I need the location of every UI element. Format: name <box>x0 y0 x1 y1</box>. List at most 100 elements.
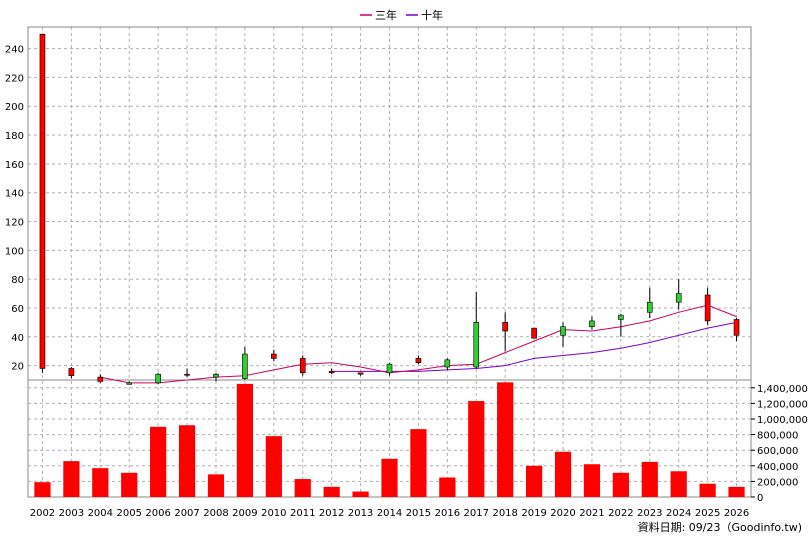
price-tick-label: 60 <box>11 304 24 315</box>
year-tick-label: 2025 <box>695 508 720 519</box>
volume-bar <box>468 401 485 497</box>
candle-body <box>618 314 624 320</box>
year-tick-label: 2011 <box>290 508 315 519</box>
volume-bar <box>583 464 601 497</box>
year-tick-label: 2005 <box>116 508 141 519</box>
price-tick-label: 140 <box>5 189 24 200</box>
ma3-line <box>100 304 737 384</box>
volume-bar <box>352 491 369 497</box>
volume-tick-label: 800,000 <box>757 431 798 442</box>
price-tick-label: 240 <box>5 45 24 56</box>
year-tick-label: 2021 <box>579 508 604 519</box>
volume-bar <box>323 486 340 497</box>
volume-tick-label: 600,000 <box>757 446 798 457</box>
candle-body <box>502 322 508 332</box>
volume-tick-label: 1,200,000 <box>757 399 808 410</box>
year-tick-label: 2012 <box>319 508 344 519</box>
year-tick-label: 2004 <box>88 508 113 519</box>
price-tick-label: 40 <box>11 333 24 344</box>
volume-bar <box>207 474 225 497</box>
data-date-footer: 資料日期: 09/23（Goodinfo.tw) <box>638 520 802 534</box>
year-tick-label: 2018 <box>492 508 517 519</box>
volume-bar <box>526 465 543 497</box>
volume-bar <box>63 461 80 497</box>
price-tick-label: 180 <box>5 131 24 142</box>
volume-tick-label: 1,000,000 <box>757 415 808 426</box>
candle-body <box>97 376 104 382</box>
volume-bar <box>497 382 514 497</box>
candle-body <box>184 373 190 376</box>
volume-bar <box>670 471 687 497</box>
candle-body <box>560 326 566 336</box>
volume-axis: 0 200,000 400,000 600,000 800,000 1,000,000 1,… <box>751 384 808 504</box>
volume-bar <box>121 472 138 497</box>
volume-bar <box>92 468 109 497</box>
legend-label-ma10: 十年 <box>421 8 443 22</box>
price-tick-label: 200 <box>5 102 24 113</box>
candle-body <box>733 319 740 336</box>
candle-body <box>473 322 480 368</box>
candle-body <box>155 373 161 384</box>
year-tick-label: 2009 <box>232 508 257 519</box>
year-tick-label: 2017 <box>464 508 489 519</box>
volume-bar <box>150 426 167 497</box>
volume-bar <box>641 461 658 497</box>
volume-bar <box>439 477 456 497</box>
volume-bar <box>410 429 427 497</box>
candle-body <box>299 358 306 374</box>
year-tick-label: 2007 <box>174 508 199 519</box>
candlesticks <box>39 33 740 385</box>
price-tick-label: 160 <box>5 160 24 171</box>
volume-bar <box>728 486 745 497</box>
candle-body <box>39 33 46 369</box>
volume-bar <box>294 479 311 497</box>
year-axis: 2002 2003 2004 2005 2006 2007 2008 2009 2010 2011… <box>30 508 750 519</box>
candle-body <box>242 353 248 379</box>
year-tick-label: 2023 <box>637 508 662 519</box>
candle-body <box>589 320 595 327</box>
year-tick-label: 2008 <box>203 508 228 519</box>
year-tick-label: 2024 <box>666 508 691 519</box>
year-tick-label: 2010 <box>261 508 286 519</box>
candle-body <box>531 327 537 339</box>
volume-bar <box>381 458 398 497</box>
year-tick-label: 2026 <box>724 508 749 519</box>
volume-bar <box>34 482 51 497</box>
candle-body <box>68 368 75 376</box>
year-tick-label: 2002 <box>30 508 55 519</box>
year-tick-label: 2013 <box>348 508 373 519</box>
year-tick-label: 2014 <box>377 508 402 519</box>
candle-body <box>386 363 393 374</box>
candle-body <box>126 382 133 385</box>
volume-bar <box>612 472 629 497</box>
year-tick-label: 2020 <box>550 508 575 519</box>
price-axis: 20 40 60 80 100 120 140 160 180 200 220 240 <box>5 45 24 373</box>
grid-lines <box>28 27 751 497</box>
price-tick-label: 120 <box>5 218 24 229</box>
candle-body <box>444 359 451 368</box>
candle-body <box>675 293 682 303</box>
candle-body <box>357 372 364 375</box>
volume-bar <box>699 483 716 497</box>
year-tick-label: 2022 <box>608 508 633 519</box>
volume-tick-label: 1,400,000 <box>757 384 808 395</box>
moving-average-lines <box>100 304 737 384</box>
legend-label-ma3: 三年 <box>375 8 397 22</box>
candle-body <box>213 373 219 378</box>
volume-tick-label: 200,000 <box>757 477 798 488</box>
volume-tick-label: 400,000 <box>757 462 798 473</box>
volume-tick-label: 0 <box>757 493 763 504</box>
volume-bars <box>34 382 745 497</box>
volume-bar <box>554 451 572 497</box>
candle-body <box>415 358 422 364</box>
candle-body <box>328 371 335 374</box>
year-tick-label: 2016 <box>435 508 460 519</box>
year-tick-label: 2003 <box>59 508 84 519</box>
volume-bar <box>265 436 282 497</box>
candle-body <box>271 353 277 359</box>
candle-body <box>704 294 711 322</box>
price-tick-label: 80 <box>11 275 24 286</box>
year-tick-label: 2006 <box>145 508 170 519</box>
